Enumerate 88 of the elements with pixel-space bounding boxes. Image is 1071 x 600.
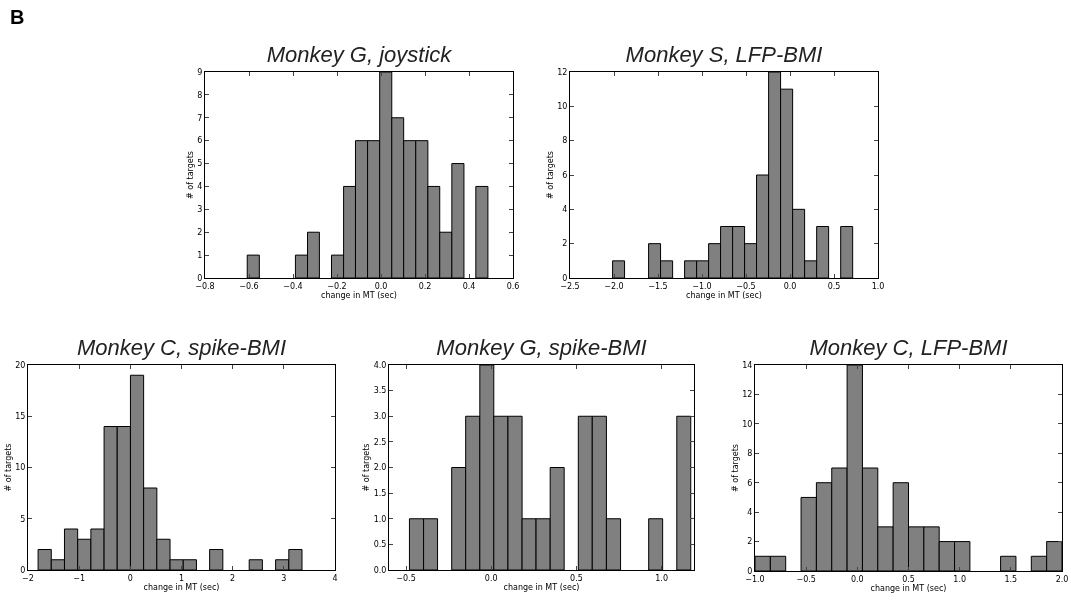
y-tick-label: 5: [197, 159, 203, 169]
y-tick-label: 2: [197, 228, 203, 238]
y-axis-title: # of targets: [3, 443, 13, 492]
y-tick-label: 2.0: [373, 463, 387, 473]
x-tick-label: 1.0: [655, 573, 668, 583]
y-tick-label: 1.5: [373, 488, 387, 498]
y-tick-label: 0: [197, 273, 203, 283]
x-tick-label: 0.0: [850, 574, 864, 584]
y-tick-label: 10: [557, 102, 568, 112]
x-tick-label: −2.0: [604, 281, 624, 291]
y-tick-label: 0: [562, 273, 568, 283]
x-tick-label: 0.5: [902, 574, 915, 584]
y-axis-title: # of targets: [545, 151, 555, 199]
chart-title: Monkey C, LFP-BMI: [809, 335, 1008, 360]
x-tick-label: 0.0: [484, 573, 498, 583]
y-tick-label: 6: [747, 478, 753, 488]
x-tick-label: −0.5: [736, 281, 756, 291]
x-tick-label: −0.4: [283, 281, 303, 291]
y-tick-label: 12: [742, 390, 753, 400]
y-tick-label: 9: [197, 67, 203, 77]
y-axis-title: # of targets: [186, 151, 196, 199]
x-tick-label: −0.5: [796, 574, 816, 584]
y-axis-title: # of targets: [362, 443, 372, 492]
y-tick-label: 3.0: [373, 412, 387, 422]
y-tick-label: 6: [197, 136, 203, 146]
x-tick-label: −0.6: [239, 281, 259, 291]
y-tick-label: 1.0: [373, 514, 387, 524]
y-tick-label: 3.5: [373, 386, 387, 396]
y-tick-label: 2.5: [373, 437, 387, 447]
x-axis-title: change in MT (sec): [870, 583, 947, 593]
x-tick-label: 1.5: [1004, 574, 1018, 584]
x-tick-label: 0.0: [783, 281, 797, 291]
y-tick-label: 2: [562, 239, 568, 249]
x-tick-label: 3: [281, 573, 287, 583]
x-tick-label: 0.6: [506, 281, 520, 291]
chart-title: Monkey G, joystick: [266, 42, 453, 67]
y-tick-label: 5: [20, 514, 26, 524]
x-tick-label: 0.5: [570, 573, 583, 583]
x-tick-label: 2.0: [1055, 574, 1069, 584]
x-tick-label: −0.8: [195, 281, 215, 291]
x-tick-label: −1.0: [745, 574, 765, 584]
chart-title: Monkey C, spike-BMI: [76, 335, 287, 360]
text: B: [10, 6, 25, 28]
y-tick-label: 4: [747, 507, 753, 517]
y-tick-label: 15: [15, 412, 26, 422]
x-tick-label: 2: [230, 573, 236, 583]
chart-title: Monkey G, spike-BMI: [436, 335, 647, 360]
x-axis-title: change in MT (sec): [143, 582, 220, 592]
y-tick-label: 8: [747, 449, 753, 459]
x-axis-title: change in MT (sec): [503, 582, 580, 592]
y-tick-label: 1: [197, 250, 203, 260]
y-tick-label: 0.5: [373, 540, 387, 550]
y-tick-label: 8: [562, 136, 568, 146]
y-tick-label: 10: [15, 463, 26, 473]
y-tick-label: 6: [562, 170, 568, 180]
x-tick-label: −0.5: [396, 573, 416, 583]
x-tick-label: 1.0: [871, 281, 885, 291]
y-tick-label: 7: [197, 113, 203, 123]
y-tick-label: 0: [747, 566, 753, 576]
x-axis-title: change in MT (sec): [686, 290, 762, 300]
y-tick-label: 0.0: [373, 565, 387, 575]
x-tick-label: 0.5: [827, 281, 841, 291]
y-tick-label: 0: [20, 565, 26, 575]
x-tick-label: −0.2: [327, 281, 347, 291]
y-tick-label: 4: [197, 182, 203, 192]
x-tick-label: 1: [178, 573, 185, 583]
x-tick-label: 0.2: [418, 281, 432, 291]
x-tick-label: 0.4: [462, 281, 476, 291]
y-tick-label: 2: [747, 537, 753, 547]
y-tick-label: 4.0: [373, 360, 387, 370]
x-tick-label: 4: [332, 573, 338, 583]
x-tick-label: −2: [22, 573, 34, 583]
y-tick-label: 3: [197, 205, 203, 215]
x-tick-label: −2.5: [560, 281, 580, 291]
y-tick-label: 12: [557, 67, 568, 77]
x-tick-label: 0: [127, 573, 133, 583]
chart-title: Monkey S, LFP-BMI: [625, 42, 823, 67]
y-tick-label: 4: [562, 205, 568, 215]
x-tick-label: −1: [73, 573, 86, 583]
x-tick-label: −1.5: [648, 281, 668, 291]
y-tick-label: 10: [742, 419, 753, 429]
x-axis-title: change in MT (sec): [321, 290, 397, 300]
y-tick-label: 20: [15, 360, 26, 370]
x-tick-label: −1.0: [692, 281, 712, 291]
y-axis-title: # of targets: [730, 444, 740, 492]
x-tick-label: 1.0: [953, 574, 967, 584]
y-tick-label: 8: [197, 90, 203, 100]
y-tick-label: 14: [742, 360, 753, 370]
